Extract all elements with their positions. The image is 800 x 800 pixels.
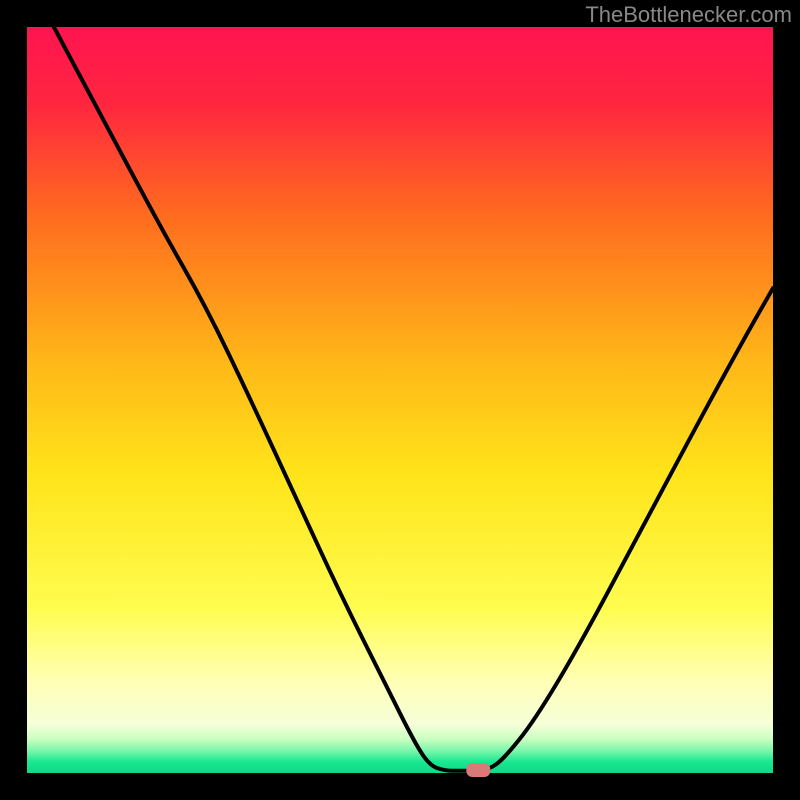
optimum-marker: [466, 763, 490, 777]
chart-svg: [0, 0, 800, 800]
bottleneck-chart: TheBottlenecker.com: [0, 0, 800, 800]
plot-area: [27, 27, 773, 773]
watermark-text: TheBottlenecker.com: [585, 2, 792, 28]
